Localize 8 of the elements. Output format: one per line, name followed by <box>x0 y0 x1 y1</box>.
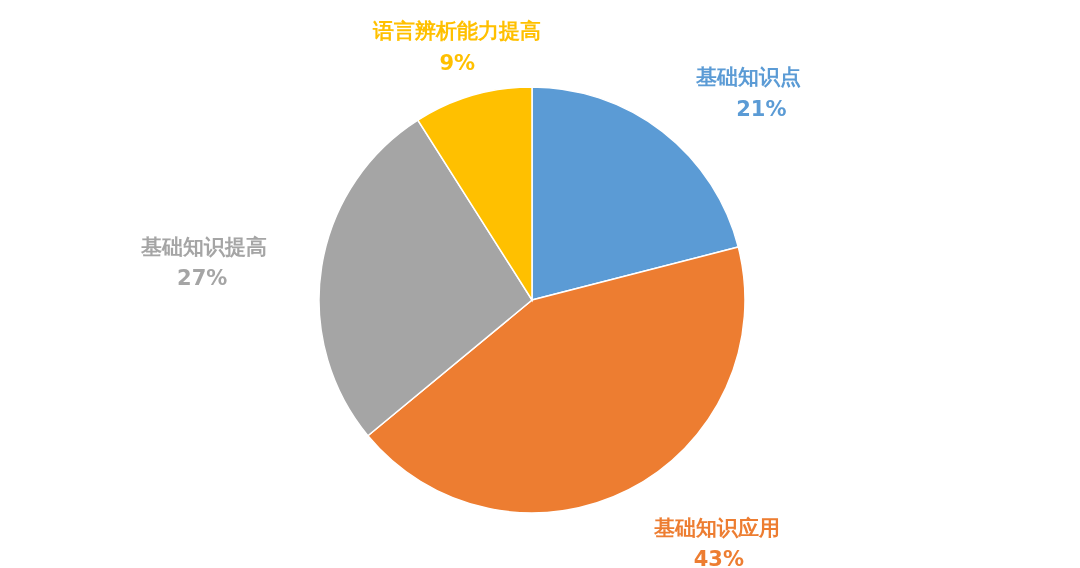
slice-label: 语言辨析能力提高 <box>372 19 542 44</box>
slice-label: 基础知识点 <box>695 65 802 90</box>
slice-label: 基础知识提高 <box>140 234 268 259</box>
data-label: 43% <box>693 547 744 568</box>
data-label: 9% <box>439 50 476 75</box>
data-label: 27% <box>177 266 228 291</box>
slice-label: 基础知识应用 <box>652 515 780 540</box>
data-label: 21% <box>736 96 787 121</box>
